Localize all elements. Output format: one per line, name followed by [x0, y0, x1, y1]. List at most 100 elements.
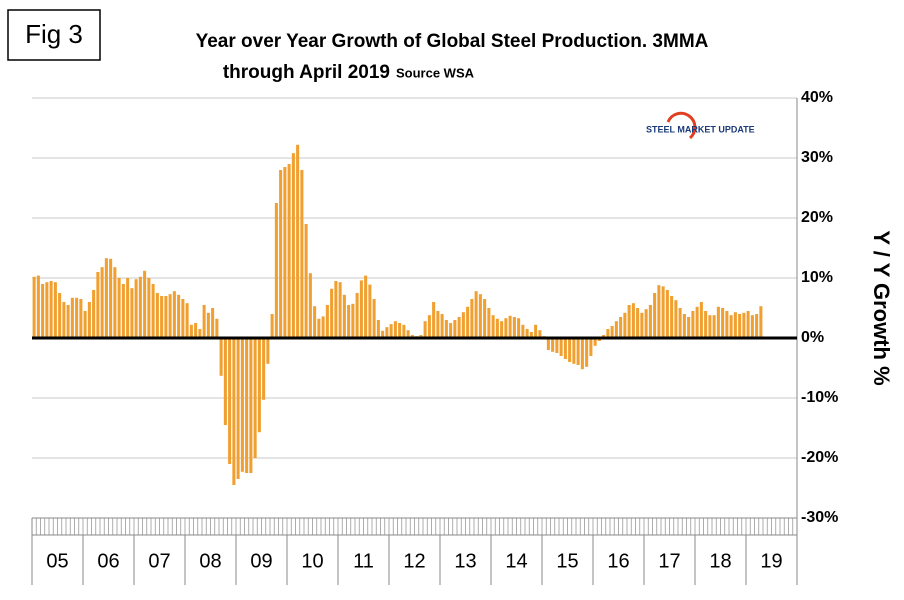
bar	[585, 338, 589, 367]
y-tick-label: 30%	[801, 149, 833, 166]
bar	[746, 311, 750, 338]
y-tick-label: 0%	[801, 329, 824, 346]
bar	[228, 338, 232, 464]
logo-swoosh	[666, 111, 697, 140]
bar	[687, 317, 691, 338]
bar	[70, 297, 74, 338]
bar	[453, 320, 457, 338]
bar	[287, 164, 291, 338]
y-tick-label: -10%	[801, 389, 838, 406]
bar	[359, 280, 363, 338]
bar	[126, 278, 130, 338]
bar	[670, 296, 674, 338]
bar	[725, 311, 729, 338]
bar	[712, 315, 716, 338]
bar	[708, 315, 712, 338]
bar	[87, 302, 91, 338]
x-tick-label: 16	[607, 550, 629, 572]
bar	[559, 338, 563, 356]
bar	[627, 305, 631, 338]
bar	[325, 305, 329, 338]
bar	[733, 312, 737, 338]
bar	[474, 291, 478, 338]
bar	[253, 338, 257, 458]
bar	[215, 318, 219, 338]
bar	[185, 303, 189, 338]
bar	[512, 317, 516, 338]
bar	[449, 323, 453, 338]
x-tick-label: 14	[505, 550, 527, 572]
bar	[619, 317, 623, 338]
bar	[427, 315, 431, 338]
bar	[96, 272, 100, 338]
bar	[525, 329, 529, 338]
bar	[75, 297, 79, 338]
bar	[546, 338, 550, 350]
bar	[444, 320, 448, 338]
y-tick-label: -20%	[801, 449, 838, 466]
bar	[606, 329, 610, 338]
bar	[79, 299, 83, 338]
bar	[317, 318, 321, 338]
bar	[742, 312, 746, 338]
bar	[729, 315, 733, 338]
bar	[368, 284, 372, 338]
bar	[147, 278, 151, 338]
bar	[398, 323, 402, 338]
bar	[389, 324, 393, 338]
bar	[665, 290, 669, 338]
bar	[334, 281, 338, 338]
bar	[593, 338, 597, 346]
bar	[62, 302, 66, 338]
bar	[478, 294, 482, 338]
bar	[168, 294, 172, 338]
bar	[568, 338, 572, 362]
bar	[240, 338, 244, 472]
bar	[342, 294, 346, 338]
bar	[508, 315, 512, 338]
bar	[236, 338, 240, 479]
x-tick-label: 07	[148, 550, 170, 572]
bar	[58, 293, 62, 338]
bar	[45, 282, 49, 338]
bar	[589, 338, 593, 356]
bar	[130, 288, 134, 338]
bar	[440, 314, 444, 338]
y-tick-label: -30%	[801, 509, 838, 526]
bar	[563, 338, 567, 359]
bar	[678, 308, 682, 338]
bar	[270, 314, 274, 338]
bar	[376, 320, 380, 338]
bar	[257, 338, 261, 433]
bar	[177, 294, 181, 338]
bar	[644, 309, 648, 338]
bar	[296, 144, 300, 338]
bar	[181, 299, 185, 338]
bar	[699, 302, 703, 338]
x-tick-label: 17	[658, 550, 680, 572]
bar	[100, 267, 104, 338]
bar	[529, 332, 533, 338]
bar	[674, 300, 678, 338]
bar	[138, 276, 142, 338]
x-tick-label: 18	[709, 550, 731, 572]
bar	[691, 311, 695, 338]
x-tick-label: 09	[250, 550, 272, 572]
x-tick-label: 12	[403, 550, 425, 572]
bar	[151, 284, 155, 338]
bar	[308, 273, 312, 338]
bar	[274, 203, 278, 338]
bar	[432, 302, 436, 338]
bar	[423, 321, 427, 338]
bar	[164, 296, 168, 338]
bar	[555, 338, 559, 353]
bar	[300, 170, 304, 338]
bar	[49, 281, 53, 338]
bar	[36, 275, 40, 338]
bar	[534, 324, 538, 338]
bar	[160, 296, 164, 338]
bar	[219, 338, 223, 376]
bar	[470, 299, 474, 338]
bar	[109, 258, 113, 338]
